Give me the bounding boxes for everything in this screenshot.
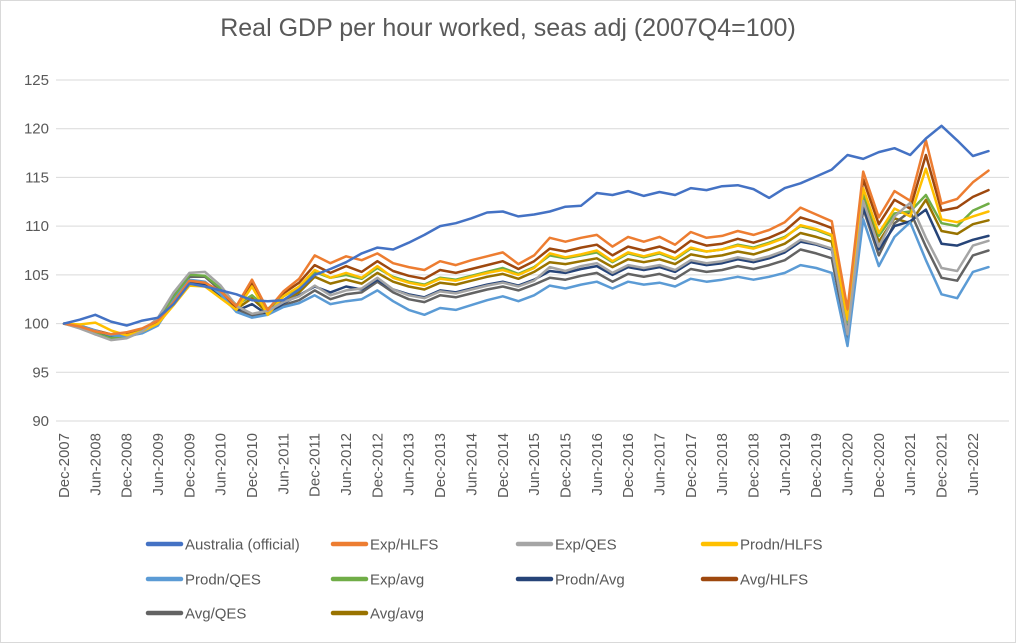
x-tick-label: Dec-2007 (56, 433, 73, 498)
series-line-prodn-hlfs (62, 167, 990, 337)
y-tick-label: 90 (32, 413, 49, 430)
legend-label: Exp/avg (370, 572, 424, 589)
legend-label: Exp/HLFS (370, 537, 438, 554)
legend-label: Avg/HLFS (740, 572, 808, 589)
legend-item-prodn-avg: Prodn/Avg (515, 572, 625, 589)
y-tick-label: 100 (24, 316, 49, 333)
gridlines (56, 79, 1009, 422)
y-tick-label: 105 (24, 267, 49, 284)
x-tick-label: Dec-2016 (620, 433, 637, 498)
x-tick-label: Jun-2012 (338, 433, 355, 496)
series-line-exp-qes (62, 199, 990, 342)
x-tick-label: Jun-2016 (589, 433, 606, 496)
x-tick-label: Dec-2018 (745, 433, 762, 498)
y-tick-label: 125 (24, 72, 49, 89)
legend-label: Prodn/QES (185, 572, 261, 589)
y-tick-label: 120 (24, 121, 49, 138)
legend-label: Prodn/HLFS (740, 537, 823, 554)
x-tick-label: Dec-2019 (808, 433, 825, 498)
legend-label: Australia (official) (185, 537, 300, 554)
chart-title: Real GDP per hour worked, seas adj (2007… (220, 14, 796, 42)
y-tick-label: 110 (25, 218, 49, 235)
x-tick-label: Jun-2010 (213, 433, 230, 496)
legend-label: Prodn/Avg (555, 572, 625, 589)
legend: Australia (official) Exp/HLFS Exp/QES Prodn… (145, 537, 823, 623)
x-tick-label: Jun-2015 (526, 433, 543, 496)
x-tick-label: Jun-2019 (777, 433, 794, 496)
legend-item-prodn-qes: Prodn/QES (145, 572, 261, 589)
legend-label: Avg/avg (370, 606, 424, 623)
legend-item-prodn-hlfs: Prodn/HLFS (700, 537, 823, 554)
series-lines (62, 124, 990, 348)
legend-item-avg-hlfs: Avg/HLFS (700, 572, 808, 589)
x-tick-label: Dec-2009 (181, 433, 198, 498)
x-tick-label: Dec-2020 (871, 433, 888, 498)
x-tick-label: Jun-2018 (714, 433, 731, 496)
x-tick-label: Dec-2010 (244, 433, 261, 498)
x-tick-label: Dec-2013 (432, 433, 449, 498)
x-tick-label: Dec-2014 (495, 433, 512, 498)
series-line-prodn-qes (62, 218, 990, 348)
y-tick-label: 95 (32, 364, 49, 381)
x-tick-label: Dec-2011 (307, 433, 324, 497)
x-tick-label: Dec-2021 (934, 433, 951, 498)
x-tick-label: Jun-2017 (651, 433, 668, 496)
legend-item-avg-avg: Avg/avg (330, 606, 424, 623)
x-tick-label: Jun-2021 (902, 433, 919, 496)
legend-item-exp-qes: Exp/QES (515, 537, 617, 554)
x-tick-label: Dec-2015 (557, 433, 574, 498)
legend-item-exp-hlfs: Exp/HLFS (330, 537, 438, 554)
x-tick-label: Jun-2009 (150, 433, 167, 496)
y-axis-tick-labels: 90 95 100 105 110 115 120 125 (24, 72, 49, 430)
x-tick-label: Jun-2014 (463, 433, 480, 496)
x-tick-label: Jun-2011 (275, 433, 292, 494)
y-tick-label: 115 (25, 169, 49, 186)
x-tick-label: Dec-2012 (369, 433, 386, 498)
x-tick-label: Dec-2008 (119, 433, 136, 498)
legend-item-exp-avg: Exp/avg (330, 572, 424, 589)
legend-item-avg-qes: Avg/QES (145, 606, 246, 623)
x-axis-tick-labels: Dec-2007 Jun-2008 Dec-2008 Jun-2009 Dec-2009… (56, 433, 982, 498)
x-tick-label: Dec-2017 (683, 433, 700, 498)
series-line-australia-official- (62, 124, 990, 327)
legend-label: Exp/QES (555, 537, 617, 554)
x-tick-label: Jun-2013 (401, 433, 418, 496)
legend-item-australia-official-: Australia (official) (145, 537, 300, 554)
series-line-avg-qes (62, 207, 990, 342)
x-tick-label: Jun-2008 (87, 433, 104, 496)
legend-label: Avg/QES (185, 606, 246, 623)
x-tick-label: Jun-2020 (840, 433, 857, 496)
x-tick-label: Jun-2022 (965, 433, 982, 496)
